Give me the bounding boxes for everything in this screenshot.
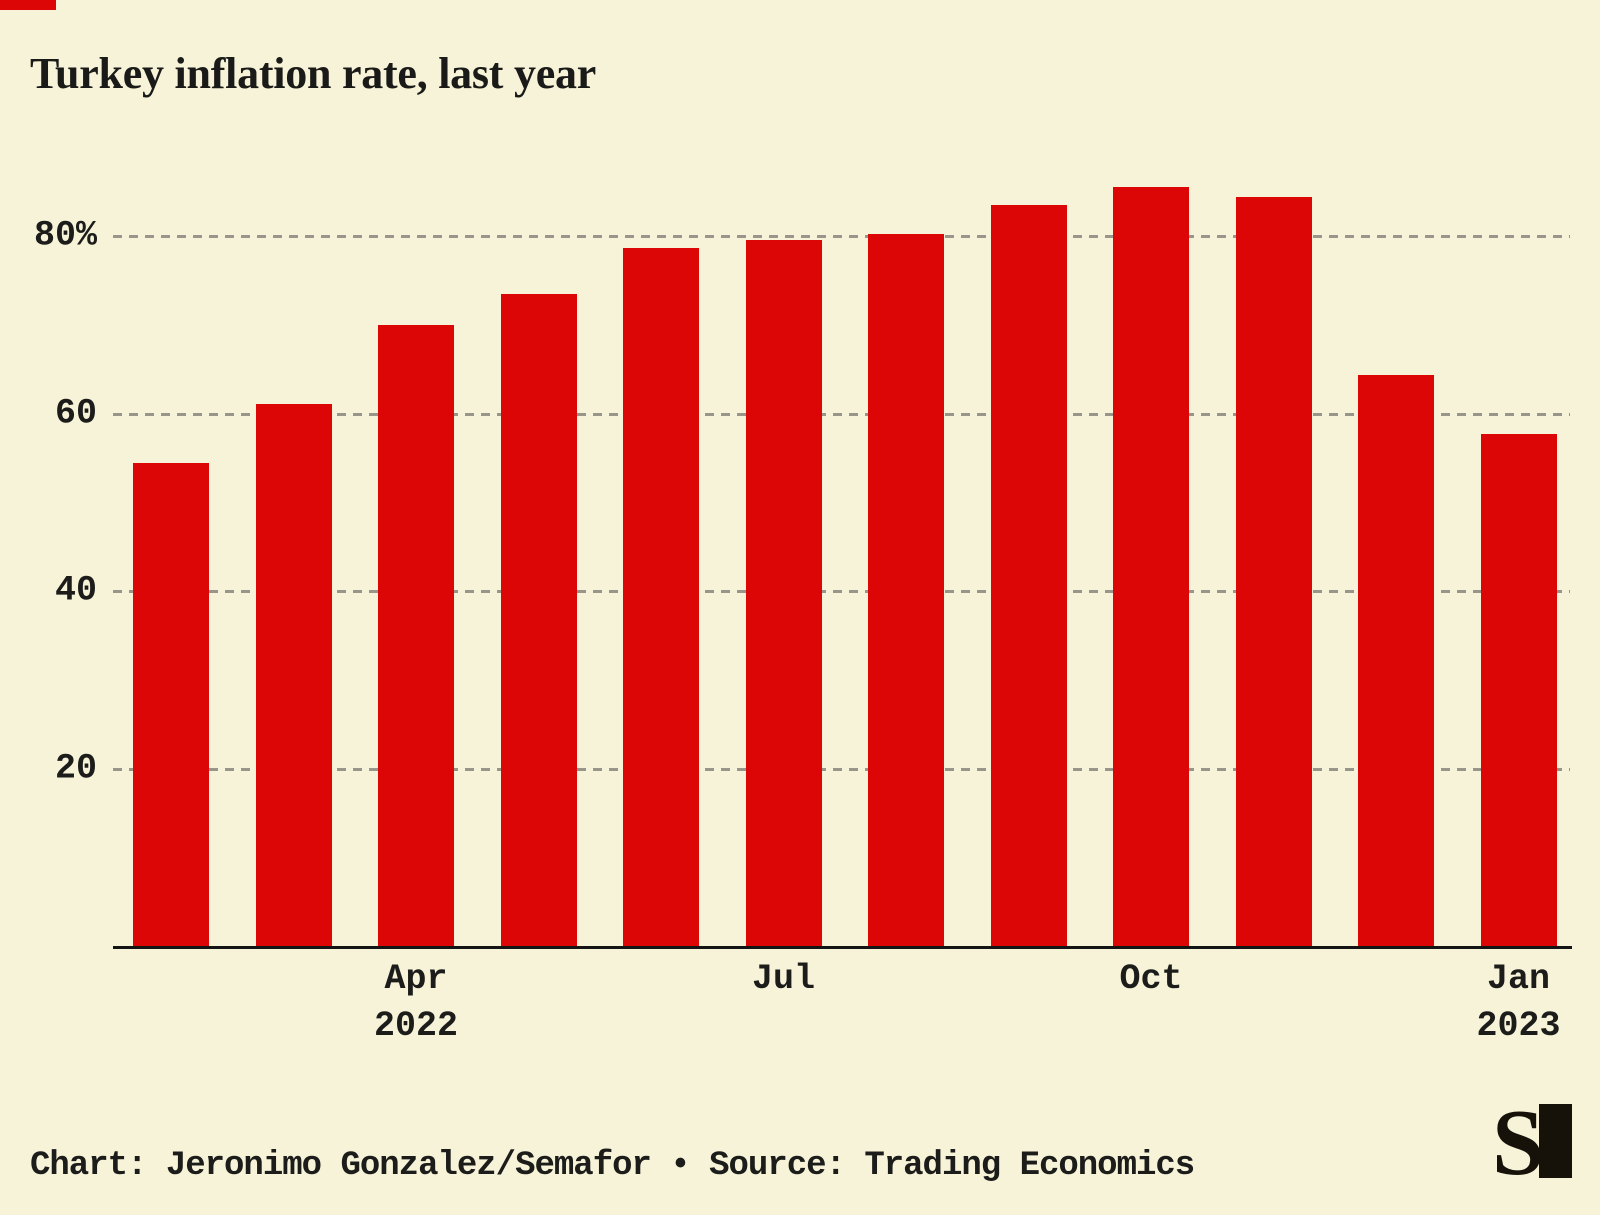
bar-jun-2022 [623,248,699,946]
bar-may-2022 [500,294,577,946]
gridline-60 [113,412,1570,416]
bar-mar-2022 [255,404,332,946]
y-tick-label-40: 40 [0,573,97,626]
gridline-20 [113,767,1570,771]
bar-apr-2022 [378,325,454,946]
y-tick-text: 40 [54,570,97,611]
bar-nov-2022 [1235,197,1312,946]
bar-dec-2022 [1358,375,1434,946]
x-tick-label-apr: Apr 2022 [373,959,459,1046]
y-tick-text: 60 [54,393,97,433]
bar-sep-2022 [990,205,1067,946]
logo-bar [1539,1104,1572,1178]
bar-feb-2022 [133,463,209,946]
logo-letter: S [1496,1104,1544,1178]
gridline-40 [113,590,1570,593]
plot-area [113,170,1572,949]
bar-oct-2022 [1113,187,1189,946]
chart-title: Turkey inflation rate, last year [30,49,596,98]
bar-aug-2022 [868,234,944,946]
y-tick-label-60: 60 [0,396,97,449]
bar-jul-2022 [745,240,822,946]
x-tick-label-oct: Oct [1119,959,1183,999]
y-tick-text: 80% [33,215,97,256]
y-tick-label-80: 80% [0,218,97,271]
bar-jan-2023 [1480,434,1557,946]
x-tick-label-jul: Jul [751,959,816,999]
y-tick-text: 20 [54,748,97,788]
x-tick-label-jan: Jan 2023 [1476,959,1561,1046]
chart-credit: Chart: Jeronimo Gonzalez/Semafor • Sourc… [30,1147,1195,1185]
y-tick-label-20: 20 [0,751,97,804]
gridline-80 [113,235,1570,238]
semafor-logo: S [1496,1104,1572,1178]
brand-accent-mark [0,0,56,10]
